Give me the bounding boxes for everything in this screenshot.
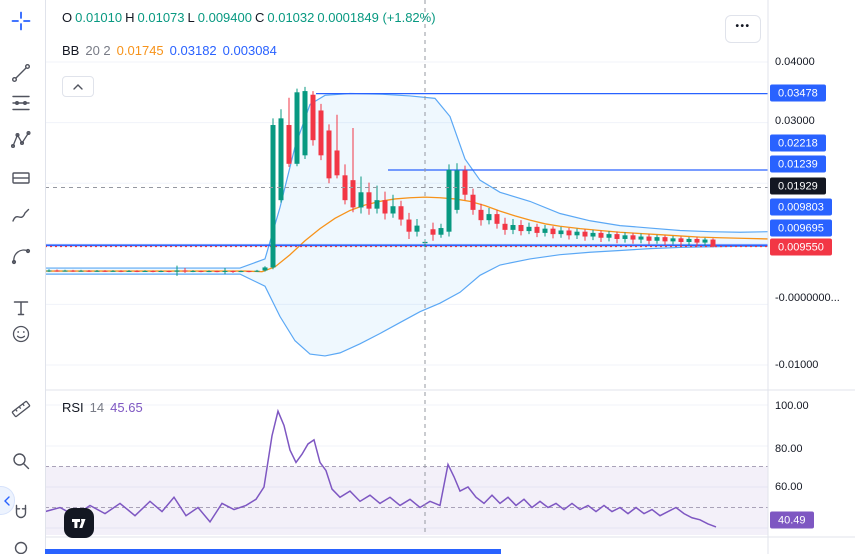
magnifier-icon bbox=[13, 452, 30, 469]
price-axis-label: -0.0000000... bbox=[775, 292, 840, 304]
tradingview-logo[interactable] bbox=[64, 508, 94, 538]
open-label: O bbox=[62, 10, 73, 25]
bb-lower-value: 0.003084 bbox=[222, 43, 277, 58]
arc-icon bbox=[11, 248, 31, 264]
price-axis-label: 100.00 bbox=[775, 400, 809, 412]
magnet-tool-button[interactable] bbox=[7, 497, 38, 528]
price-axis-label: 0.009550 bbox=[770, 238, 832, 256]
emoji-icon bbox=[12, 325, 30, 342]
bb-legend[interactable]: BB 20 2 0.01745 0.03182 0.003084 bbox=[62, 43, 283, 58]
chevron-left-icon bbox=[4, 495, 10, 506]
legend-collapse-button[interactable] bbox=[62, 76, 94, 97]
high-label: H bbox=[125, 10, 135, 25]
price-axis-label: 0.02218 bbox=[770, 134, 826, 152]
close-label: C bbox=[254, 10, 265, 25]
more-tools-button[interactable] bbox=[7, 535, 38, 554]
price-axis-label: 0.009803 bbox=[770, 198, 832, 216]
fib-retracement-tool-button[interactable] bbox=[7, 87, 38, 118]
text-icon bbox=[13, 300, 29, 315]
rsi-value: 45.65 bbox=[110, 400, 143, 415]
more-tools-icon bbox=[14, 541, 28, 554]
xabcd-pattern-tool-button[interactable] bbox=[7, 124, 38, 155]
change-value: 0.0001849 (+1.82%) bbox=[317, 10, 436, 25]
ellipsis-icon: ••• bbox=[735, 20, 751, 32]
text-tool-button[interactable] bbox=[7, 292, 38, 323]
low-value: 0.009400 bbox=[197, 10, 252, 25]
bb-name: BB bbox=[62, 43, 80, 58]
crosshair-tool-button[interactable] bbox=[7, 5, 38, 36]
crosshair-icon bbox=[11, 11, 31, 30]
price-axis-label: 0.03000 bbox=[775, 115, 815, 127]
rsi-name: RSI bbox=[62, 400, 84, 415]
rsi-legend[interactable]: RSI 14 45.65 bbox=[62, 400, 149, 415]
zoom-tool-button[interactable] bbox=[7, 445, 38, 476]
ruler-icon bbox=[11, 400, 31, 417]
xabcd-pattern-icon bbox=[10, 130, 31, 148]
emoji-tool-button[interactable] bbox=[7, 318, 38, 349]
more-options-button[interactable]: ••• bbox=[725, 15, 761, 43]
bb-params: 20 2 bbox=[85, 43, 111, 58]
price-axis-label: 0.01929 bbox=[770, 177, 826, 195]
bb-upper-value: 0.03182 bbox=[169, 43, 217, 58]
close-value: 0.01032 bbox=[267, 10, 315, 25]
price-axis[interactable]: 0.04000 0.03478 0.03000 0.02218 0.01239 0.019… bbox=[768, 0, 855, 554]
drawing-toolbar bbox=[0, 0, 46, 554]
price-axis-label: 40.49 bbox=[770, 511, 814, 529]
price-axis-label: -0.01000 bbox=[775, 359, 819, 371]
trend-line-tool-button[interactable] bbox=[7, 57, 38, 88]
rsi-params: 14 bbox=[89, 400, 105, 415]
price-axis-label: 0.01239 bbox=[770, 155, 826, 173]
loading-bar bbox=[45, 549, 501, 554]
high-value: 0.01073 bbox=[137, 10, 185, 25]
brush-icon bbox=[12, 208, 30, 222]
price-axis-label: 0.009695 bbox=[770, 219, 832, 237]
arc-tool-button[interactable] bbox=[7, 240, 38, 271]
chevron-up-icon bbox=[73, 83, 83, 90]
price-axis-label: 0.03478 bbox=[770, 84, 826, 102]
fib-retracement-icon bbox=[12, 95, 30, 110]
price-axis-label: 0.04000 bbox=[775, 56, 815, 68]
brush-tool-button[interactable] bbox=[7, 200, 38, 231]
magnet-icon bbox=[15, 504, 27, 518]
long-position-icon bbox=[12, 171, 30, 184]
open-value: 0.01010 bbox=[75, 10, 123, 25]
price-axis-label: 80.00 bbox=[775, 443, 803, 455]
ruler-tool-button[interactable] bbox=[7, 393, 38, 424]
trend-line-icon bbox=[12, 63, 30, 82]
bb-basis-value: 0.01745 bbox=[116, 43, 164, 58]
long-position-tool-button[interactable] bbox=[7, 162, 38, 193]
price-axis-label: 60.00 bbox=[775, 481, 803, 493]
ohlc-legend: O 0.01010 H 0.01073 L 0.009400 C 0.01032… bbox=[62, 10, 439, 25]
low-label: L bbox=[187, 10, 195, 25]
tradingview-logo-icon bbox=[72, 519, 86, 528]
